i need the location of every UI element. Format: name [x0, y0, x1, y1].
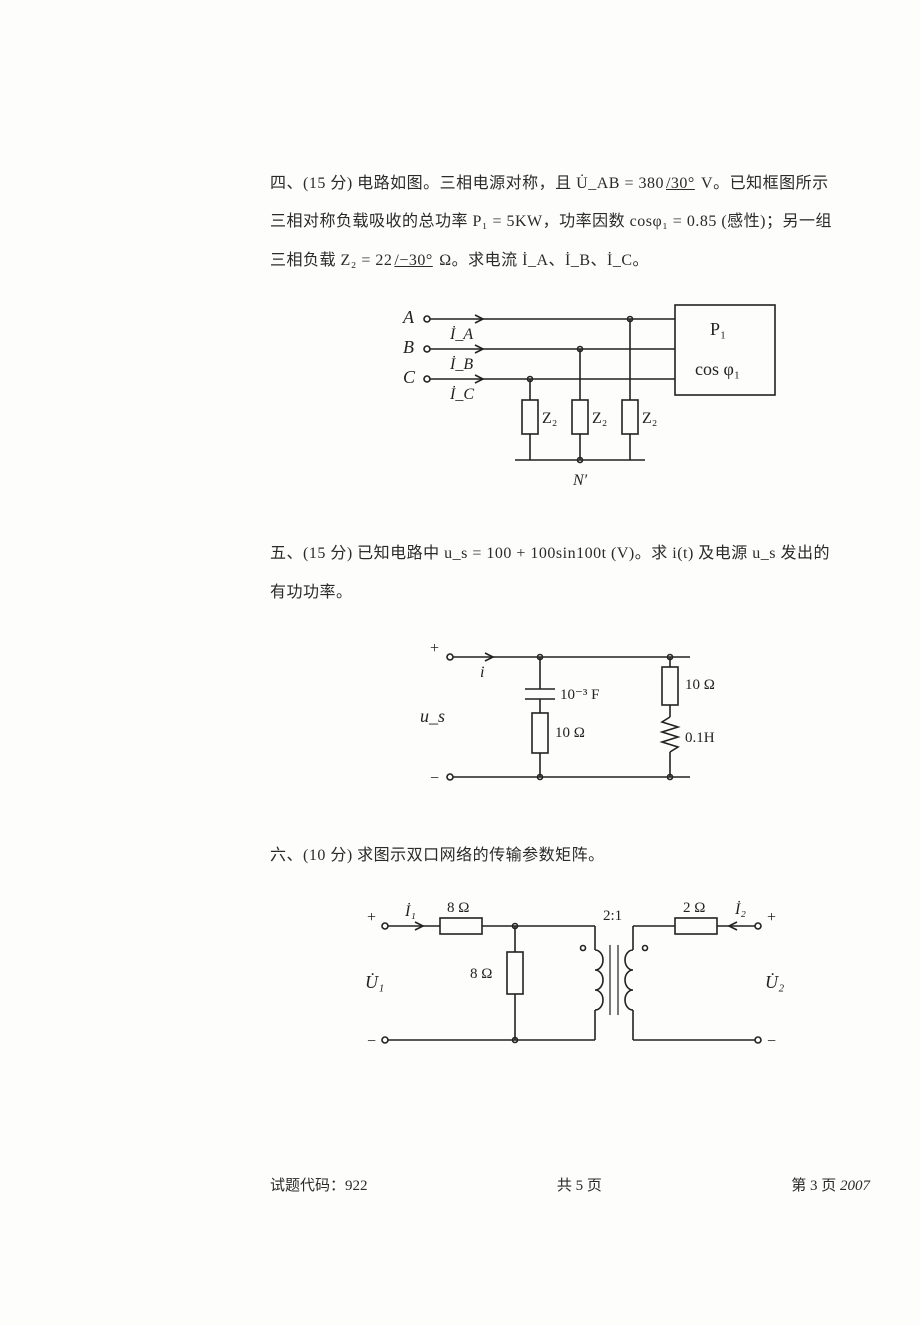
fig6-minus-r: − [767, 1033, 776, 1050]
exam-code-value: 922 [345, 1178, 368, 1194]
p4-line2: 三相对称负载吸收的总功率 P₁ = 5KW，功率因数 cosφ₁ = 0.85 … [270, 213, 832, 230]
fig6-plus-r: + [767, 909, 776, 926]
fig4-cosphi: cos φ₁ [695, 359, 740, 379]
figure-6: + İ₁ 8 Ω 8 Ω [335, 890, 805, 1080]
fig4-z2a: Z₂ [542, 410, 557, 427]
problem-4: 四、(15 分) 电路如图。三相电源对称，且 U̇_AB = 380/30° V… [270, 165, 870, 505]
fig6-R8b: 8 Ω [470, 966, 492, 982]
fig5-i: i [480, 664, 484, 681]
p4-uab: U̇_AB = 380 [576, 175, 664, 192]
problem-5: 五、(15 分) 已知电路中 u_s = 100 + 100sin100t (V… [270, 535, 870, 807]
fig4-z2c: Z₂ [642, 410, 657, 427]
problem-6-text: 六、(10 分) 求图示双口网络的传输参数矩阵。 [270, 837, 870, 875]
fig6-minus-l: − [367, 1033, 376, 1050]
figure-5: + i − u_s 10⁻³ F 10 Ω [390, 627, 750, 807]
fig6-ratio: 2:1 [603, 908, 622, 924]
p5-head: 五、(15 分) 已知电路中 u_s = 100 + 100sin100t (V… [270, 545, 830, 562]
page-number: 第 3 页 [791, 1178, 836, 1194]
fig6-U2: U̇₂ [765, 972, 784, 993]
handwritten-year: 2007 [840, 1178, 870, 1194]
fig5-r2: 10 Ω [685, 677, 715, 693]
exam-code-label: 试题代码： [270, 1178, 345, 1194]
problem-6: 六、(10 分) 求图示双口网络的传输参数矩阵。 + İ₁ 8 Ω 8 Ω [270, 837, 870, 1080]
fig6-R8a: 8 Ω [447, 900, 469, 916]
p4-uab-unit: V。已知框图所示 [697, 175, 829, 192]
fig4-z2-group: Z₂ Z₂ Z₂ [522, 319, 657, 460]
p4-z2-angle: /−30° [392, 252, 434, 269]
p4-uab-angle: /30° [664, 175, 697, 192]
figure-4: A B C İ_A İ_B İ_C P₁ cos φ₁ [355, 295, 785, 505]
fig5-us: u_s [420, 706, 445, 726]
fig4-label-B: B [403, 337, 414, 357]
fig6-I2: İ₂ [734, 900, 746, 918]
problem-5-text: 五、(15 分) 已知电路中 u_s = 100 + 100sin100t (V… [270, 535, 870, 612]
fig5-L: 0.1H [685, 730, 715, 746]
p6-head: 六、(10 分) 求图示双口网络的传输参数矩阵。 [270, 847, 605, 864]
fig5-plus: + [430, 640, 439, 657]
fig5-cap: 10⁻³ F [560, 687, 600, 703]
page-num-wrap: 第 3 页 2007 [791, 1174, 870, 1195]
fig4-IB: İ_B [449, 355, 473, 373]
fig6-R2: 2 Ω [683, 900, 705, 916]
fig6-U1: U̇₁ [365, 972, 384, 993]
page-footer: 试题代码：922 共 5 页 第 3 页 2007 [270, 1174, 870, 1195]
fig6-I1: İ₁ [404, 902, 416, 920]
fig4-IC: İ_C [449, 385, 474, 403]
fig4-label-A: A [402, 307, 415, 327]
p4-line3b: Ω。求电流 İ_A、İ_B、İ_C。 [435, 252, 649, 269]
exam-page: 四、(15 分) 电路如图。三相电源对称，且 U̇_AB = 380/30° V… [0, 0, 920, 1325]
fig5-minus: − [430, 770, 439, 787]
fig6-plus-l: + [367, 909, 376, 926]
fig4-z2b: Z₂ [592, 410, 607, 427]
content-area: 四、(15 分) 电路如图。三相电源对称，且 U̇_AB = 380/30° V… [270, 165, 870, 1110]
problem-4-text: 四、(15 分) 电路如图。三相电源对称，且 U̇_AB = 380/30° V… [270, 165, 870, 280]
p5-line2: 有功功率。 [270, 584, 353, 601]
page-total: 共 5 页 [557, 1174, 602, 1195]
fig4-IA: İ_A [449, 325, 473, 343]
p4-line3a: 三相负载 Z₂ = 22 [270, 252, 392, 269]
exam-code: 试题代码：922 [270, 1174, 368, 1195]
fig4-P1: P₁ [710, 319, 726, 339]
fig4-label-C: C [403, 367, 416, 387]
fig4-Np: N′ [572, 472, 588, 489]
p4-head: 四、(15 分) 电路如图。三相电源对称，且 [270, 175, 572, 192]
fig5-r1: 10 Ω [555, 725, 585, 741]
